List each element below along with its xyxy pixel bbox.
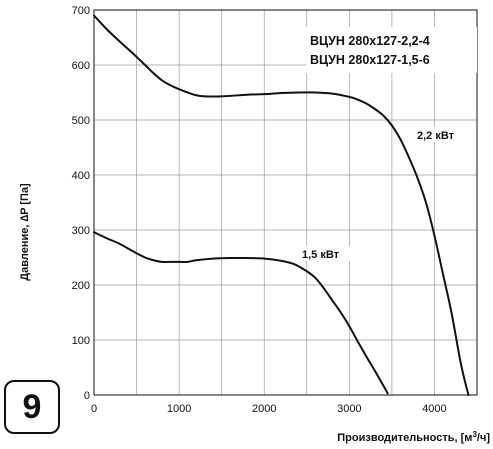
curve-label-text: 1,5 кВт [302, 249, 340, 261]
legend: ВЦУН 280x127-2,2-4 ВЦУН 280x127-1,5-6 [306, 27, 477, 73]
y-axis-label: Давление, ∆P [Па] [19, 183, 31, 281]
curve-label-2-2kw: 2,2 кВт [413, 127, 465, 142]
y-tick-label: 400 [72, 170, 90, 182]
curve-label-bg [298, 246, 356, 261]
y-tick-label: 200 [72, 280, 90, 292]
x-tick-label: 3000 [337, 403, 361, 415]
curve-label-bg [413, 127, 465, 142]
x-tick-label: 1000 [167, 403, 191, 415]
series-line-1 [93, 14, 470, 396]
y-tick-label: 300 [72, 225, 90, 237]
plot-frame [93, 9, 478, 396]
x-tick-label: 2000 [252, 403, 276, 415]
curve-label-1-5kw: 1,5 кВт [298, 246, 356, 261]
y-tick-label: 700 [72, 5, 90, 17]
x-tick-label: 4000 [422, 403, 446, 415]
x-tick-label: 0 [91, 403, 97, 415]
legend-entry-2: ВЦУН 280x127-1,5-6 [310, 53, 430, 67]
legend-box [306, 27, 477, 73]
y-tick-label: 100 [72, 335, 90, 347]
y-tick-label: 500 [72, 115, 90, 127]
y-tick-label: 0 [84, 390, 90, 402]
y-tick-label: 600 [72, 60, 90, 72]
legend-entry-1: ВЦУН 280x127-2,2-4 [310, 34, 430, 48]
x-tick-labels: 0 1000 2000 3000 4000 [91, 403, 447, 415]
series-line-2 [93, 231, 389, 395]
x-axis-label: Производительность, [м3/ч] [337, 430, 490, 444]
performance-curves [93, 14, 470, 396]
y-tick-labels: 0 100 200 300 400 500 600 700 [72, 5, 90, 402]
figure-number-badge: 9 [4, 380, 60, 434]
curve-label-text: 2,2 кВт [417, 130, 455, 142]
